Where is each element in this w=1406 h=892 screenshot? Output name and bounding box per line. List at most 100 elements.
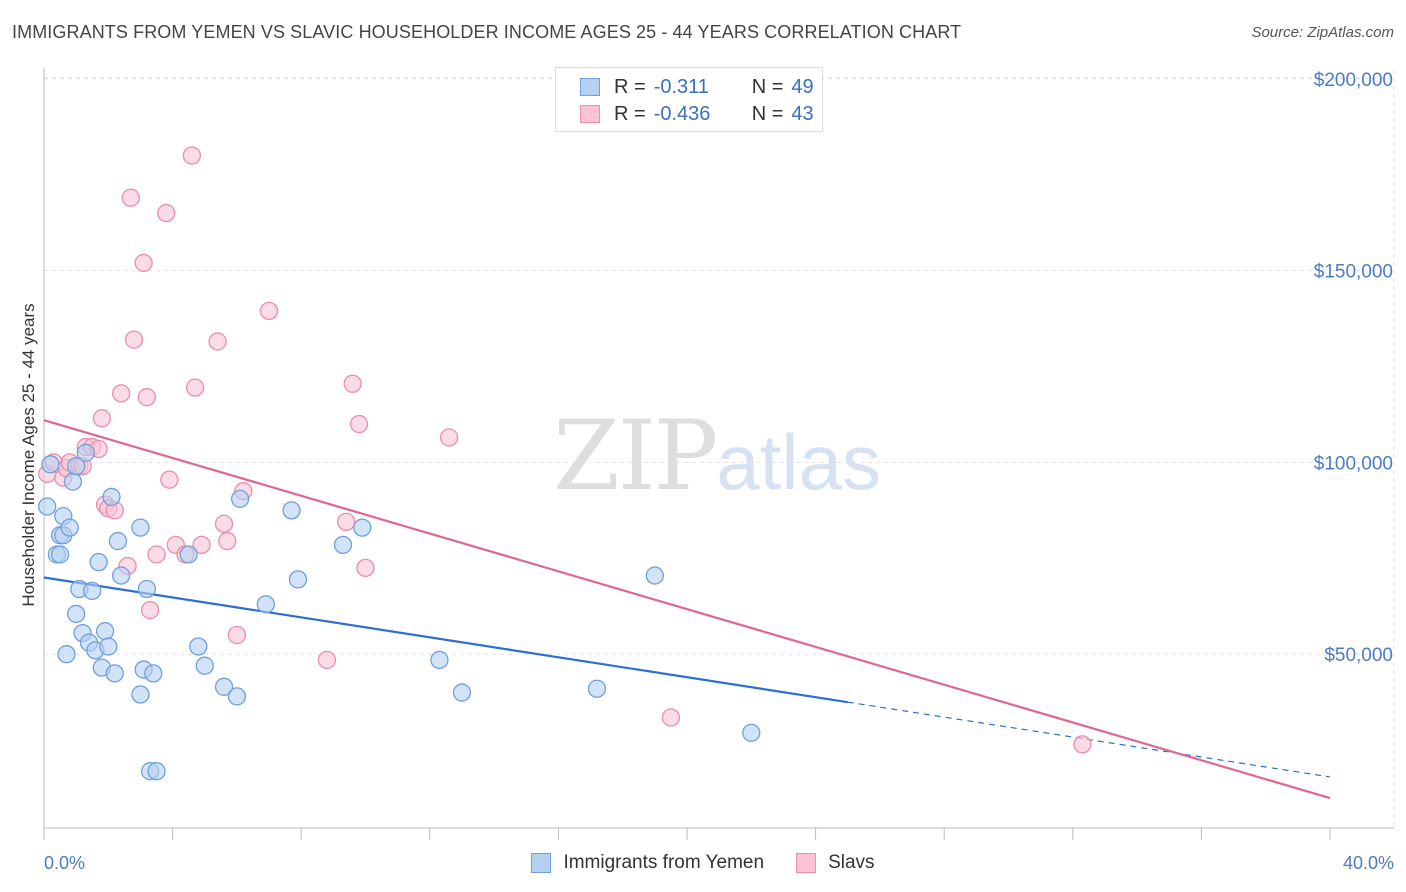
point-yemen xyxy=(333,535,353,555)
point-slavs xyxy=(208,332,227,351)
point-yemen xyxy=(214,677,234,696)
legend-r-value: -0.436 xyxy=(653,102,711,125)
point-yemen xyxy=(83,581,102,601)
series-swatch-yemen xyxy=(531,853,552,873)
series-legend-slavs[interactable]: Slavs xyxy=(796,852,875,874)
point-yemen xyxy=(256,595,275,614)
point-slavs xyxy=(259,301,279,321)
point-slavs xyxy=(92,409,112,428)
gridlines xyxy=(44,70,1395,828)
point-slavs xyxy=(343,374,362,393)
correlation-legend: R = -0.311 N = 49 R = -0.436 N = 43 xyxy=(555,67,823,132)
y-tick-label: $200,000 xyxy=(1314,70,1393,91)
point-slavs xyxy=(140,600,160,620)
point-slavs xyxy=(227,625,247,645)
x-tick-label: 40.0% xyxy=(1343,853,1394,873)
point-yemen xyxy=(41,455,60,474)
legend-n-label: N = xyxy=(751,102,784,125)
point-yemen xyxy=(144,664,163,683)
point-yemen xyxy=(131,518,150,537)
y-tick-label: $100,000 xyxy=(1314,453,1393,474)
point-yemen xyxy=(38,497,57,516)
point-yemen xyxy=(179,545,198,564)
legend-row-yemen: R = -0.311 N = 49 xyxy=(580,75,814,99)
series-legend-yemen[interactable]: Immigrants from Yemen xyxy=(531,852,764,874)
point-yemen xyxy=(95,622,115,641)
point-yemen xyxy=(67,457,86,476)
point-yemen xyxy=(230,489,250,508)
point-yemen xyxy=(282,501,301,520)
point-slavs xyxy=(439,428,459,447)
point-yemen xyxy=(742,723,761,742)
series-label-slavs: Slavs xyxy=(828,852,875,873)
point-yemen xyxy=(67,604,86,624)
trend-line-slavs xyxy=(43,419,1331,800)
point-yemen xyxy=(63,472,83,491)
tick-labels: $50,000 $100,000 $150,000 $200,000 0.0% 40.0% xyxy=(44,70,1394,873)
data-points xyxy=(38,146,1092,781)
point-slavs xyxy=(112,384,131,403)
point-yemen xyxy=(57,645,76,664)
legend-row-slavs: R = -0.436 N = 43 xyxy=(580,102,814,126)
point-slavs xyxy=(218,531,237,551)
y-tick-label: $50,000 xyxy=(1324,645,1393,666)
point-yemen xyxy=(189,637,208,656)
point-yemen xyxy=(108,531,128,551)
legend-n-value: 43 xyxy=(791,102,814,125)
point-slavs xyxy=(157,203,176,223)
series-swatch-slavs xyxy=(796,853,817,873)
legend-n-value: 49 xyxy=(791,75,814,98)
point-slavs xyxy=(1073,735,1092,754)
point-yemen xyxy=(76,443,95,462)
point-yemen xyxy=(288,570,308,589)
point-slavs xyxy=(185,378,205,397)
legend-r-label: R = xyxy=(614,75,646,98)
point-yemen xyxy=(105,664,124,683)
source-label: Source: ZipAtlas.com xyxy=(1251,24,1394,41)
point-yemen xyxy=(50,545,70,564)
point-yemen xyxy=(89,552,108,572)
point-slavs xyxy=(160,470,179,489)
legend-r-label: R = xyxy=(614,102,646,125)
point-slavs xyxy=(182,146,202,165)
point-yemen xyxy=(452,683,472,702)
chart-title: IMMIGRANTS FROM YEMEN VS SLAVIC HOUSEHOL… xyxy=(12,22,962,42)
point-slavs xyxy=(137,388,157,407)
point-slavs xyxy=(317,650,337,670)
axes xyxy=(43,68,1394,840)
point-slavs xyxy=(356,558,375,578)
point-yemen xyxy=(353,518,372,537)
point-yemen xyxy=(137,579,157,599)
point-slavs xyxy=(192,535,211,555)
point-slavs xyxy=(147,545,166,564)
point-slavs xyxy=(349,414,369,434)
legend-swatch-yemen xyxy=(580,78,600,96)
watermark-zip: ZIP xyxy=(553,400,718,512)
point-yemen xyxy=(131,685,150,704)
point-yemen xyxy=(99,637,118,656)
point-yemen xyxy=(645,566,664,585)
point-slavs xyxy=(661,708,681,727)
legend-swatch-slavs xyxy=(580,105,600,123)
series-label-yemen: Immigrants from Yemen xyxy=(563,852,765,873)
point-yemen xyxy=(195,656,214,675)
point-yemen xyxy=(102,487,121,507)
point-slavs xyxy=(124,330,144,349)
y-tick-label: $150,000 xyxy=(1314,262,1393,283)
point-yemen xyxy=(587,679,607,698)
point-yemen xyxy=(147,762,166,781)
series-legend: Immigrants from Yemen Slavs xyxy=(0,852,1406,874)
legend-r-value: -0.311 xyxy=(653,75,709,98)
point-slavs xyxy=(134,253,153,273)
trend-lines xyxy=(43,419,1331,800)
point-yemen xyxy=(430,650,449,670)
trend-line-yemen xyxy=(43,576,848,704)
x-tick-label: 0.0% xyxy=(44,853,85,873)
point-slavs xyxy=(214,514,234,533)
point-yemen xyxy=(60,518,79,537)
y-axis-label: Householder Income Ages 25 - 44 years xyxy=(19,303,38,606)
point-yemen xyxy=(112,566,131,585)
point-slavs xyxy=(121,188,140,207)
point-slavs xyxy=(337,512,356,532)
